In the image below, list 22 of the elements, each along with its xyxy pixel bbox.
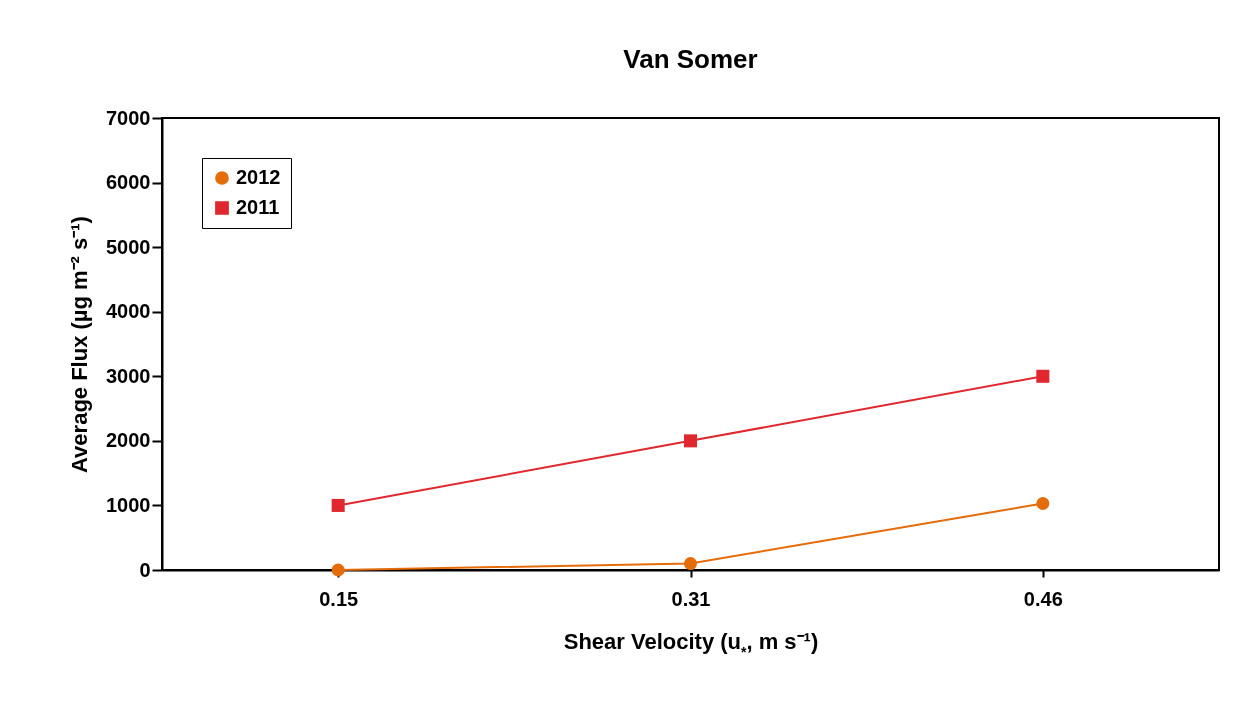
- y-tick-label: 0: [139, 558, 151, 581]
- legend-label: 2012: [236, 166, 281, 188]
- point: [1036, 369, 1050, 383]
- legend-label: 2011: [236, 196, 280, 218]
- point: [683, 557, 698, 571]
- x-tick-label: 0.15: [319, 587, 359, 610]
- y-tick-label: 7000: [106, 106, 151, 129]
- y-tick-label: 1000: [106, 493, 151, 516]
- x-axis-title: Shear Velocity (u$_{*}$, m s⁻¹): [563, 628, 819, 660]
- y-tick-label: 4000: [106, 300, 151, 323]
- point: [683, 434, 698, 448]
- chart-title: Van Somer: [623, 44, 758, 74]
- y-tick-label: 2000: [106, 429, 151, 452]
- x-tick-label: 0.31: [671, 587, 711, 610]
- y-axis-title: Average Flux (µg m⁻² s⁻¹): [67, 216, 93, 473]
- y-tick-label: 5000: [106, 235, 151, 258]
- x-tick-label: 0.46: [1023, 587, 1063, 610]
- y-tick-label: 6000: [106, 171, 151, 194]
- point: [1036, 496, 1050, 510]
- point: [331, 498, 345, 512]
- point: [331, 563, 345, 577]
- y-tick-label: 3000: [106, 364, 151, 387]
